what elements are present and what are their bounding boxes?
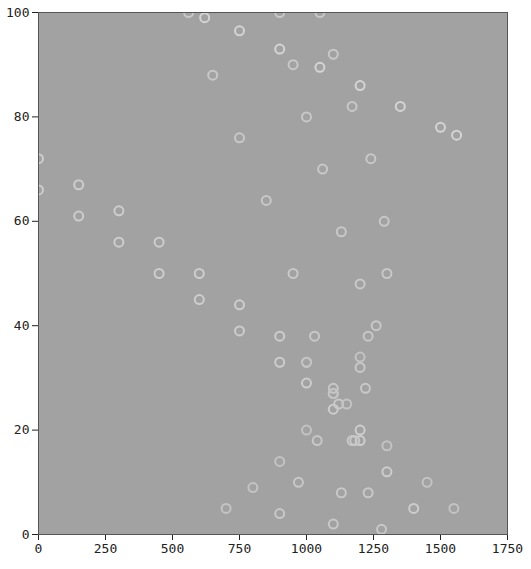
- svg-text:1500: 1500: [425, 541, 456, 556]
- svg-text:500: 500: [161, 541, 184, 556]
- svg-text:0: 0: [35, 541, 43, 556]
- svg-text:80: 80: [14, 109, 30, 124]
- svg-text:40: 40: [14, 318, 30, 333]
- svg-text:1000: 1000: [291, 541, 322, 556]
- svg-text:60: 60: [14, 213, 30, 228]
- svg-text:1250: 1250: [358, 541, 389, 556]
- svg-text:100: 100: [6, 5, 29, 20]
- svg-text:750: 750: [228, 541, 251, 556]
- svg-text:1750: 1750: [492, 541, 523, 556]
- svg-text:0: 0: [22, 527, 30, 542]
- svg-text:250: 250: [94, 541, 117, 556]
- svg-text:20: 20: [14, 422, 30, 437]
